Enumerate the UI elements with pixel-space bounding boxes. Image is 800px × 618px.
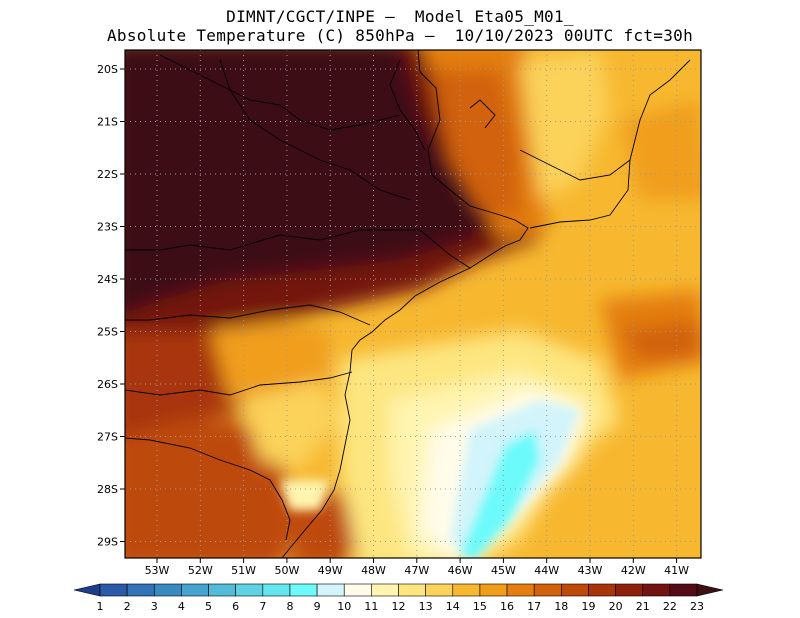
lat-label: 22S [97, 168, 118, 181]
legend-swatch [316, 583, 345, 597]
legend-label: 7 [259, 600, 266, 613]
legend-label: 19 [581, 600, 595, 613]
legend-swatch [99, 583, 128, 597]
legend-swatch [235, 583, 264, 597]
lon-label: 49W [318, 564, 343, 577]
legend-swatch [153, 583, 182, 597]
legend-label: 20 [609, 600, 623, 613]
legend-label: 22 [663, 600, 677, 613]
lon-label: 41W [664, 564, 689, 577]
lon-label: 46W [448, 564, 473, 577]
legend-label: 1 [97, 600, 104, 613]
temperature-field [125, 50, 701, 558]
legend-swatch [452, 583, 481, 597]
title-line-2: Absolute Temperature (C) 850hPa — 10/10/… [106, 26, 694, 45]
title-line-1: DIMNT/CGCT/INPE — Model Eta05_M01_ [226, 7, 574, 26]
legend-swatch [533, 583, 562, 597]
longitude-axis: 53W 52W 51W 50W 49W 48W 47W 46W 45W 44W 43W 42W 41W [145, 558, 689, 577]
legend-label: 16 [500, 600, 514, 613]
legend-label: 15 [473, 600, 487, 613]
legend-arrow-high [696, 583, 724, 597]
legend-label: 18 [554, 600, 568, 613]
lon-label: 52W [188, 564, 213, 577]
legend-arrow-low [73, 583, 101, 597]
grid-lines [125, 50, 701, 558]
legend-label: 5 [205, 600, 212, 613]
legend-swatch [479, 583, 508, 597]
legend-swatch [588, 583, 616, 597]
legend-swatch [208, 583, 236, 597]
legend-label: 11 [364, 600, 378, 613]
legend-swatch [669, 583, 698, 597]
legend-label: 9 [314, 600, 321, 613]
lat-label: 20S [97, 63, 118, 76]
lat-label: 27S [97, 431, 118, 444]
legend-label: 23 [690, 600, 704, 613]
lat-label: 24S [97, 273, 118, 286]
lat-label: 25S [97, 326, 118, 339]
lon-label: 47W [404, 564, 429, 577]
lon-label: 44W [534, 564, 559, 577]
legend-label: 6 [232, 600, 239, 613]
lon-label: 51W [231, 564, 256, 577]
legend-label: 14 [446, 600, 460, 613]
legend-label: 13 [419, 600, 433, 613]
legend-label: 10 [337, 600, 351, 613]
lon-label: 43W [578, 564, 603, 577]
lon-label: 53W [145, 564, 170, 577]
legend-label: 2 [124, 600, 131, 613]
lon-label: 50W [274, 564, 299, 577]
coastline-borders [125, 50, 691, 558]
legend-swatch [126, 583, 155, 597]
lon-label: 45W [491, 564, 516, 577]
legend-swatch [425, 583, 454, 597]
legend-swatch [398, 583, 426, 597]
legend-swatch [262, 583, 291, 597]
legend-label: 17 [527, 600, 541, 613]
legend-label: 8 [286, 600, 293, 613]
legend-swatch [371, 583, 399, 597]
map-frame [124, 49, 702, 559]
legend-swatch [615, 583, 644, 597]
latitude-axis: 20S 21S 22S 23S 24S 25S 26S 27S 28S 29S [97, 63, 125, 549]
legend-swatch [343, 583, 372, 597]
legend-label: 3 [151, 600, 158, 613]
lat-label: 29S [97, 536, 118, 549]
legend-swatch [642, 583, 671, 597]
lat-label: 26S [97, 378, 118, 391]
lon-label: 42W [621, 564, 646, 577]
color-legend: 1 2 3 4 5 6 7 8 9 10 11 12 13 14 15 16 17 18 19 20 21 22 23 [73, 583, 724, 613]
lat-label: 21S [97, 116, 118, 129]
lat-label: 23S [97, 221, 118, 234]
lat-label: 28S [97, 483, 118, 496]
legend-swatch [181, 583, 209, 597]
legend-label: 4 [178, 600, 185, 613]
legend-label: 21 [636, 600, 650, 613]
legend-swatch [506, 583, 535, 597]
legend-swatch [289, 583, 318, 597]
legend-label: 12 [392, 600, 406, 613]
legend-swatch [561, 583, 589, 597]
lon-label: 48W [361, 564, 386, 577]
